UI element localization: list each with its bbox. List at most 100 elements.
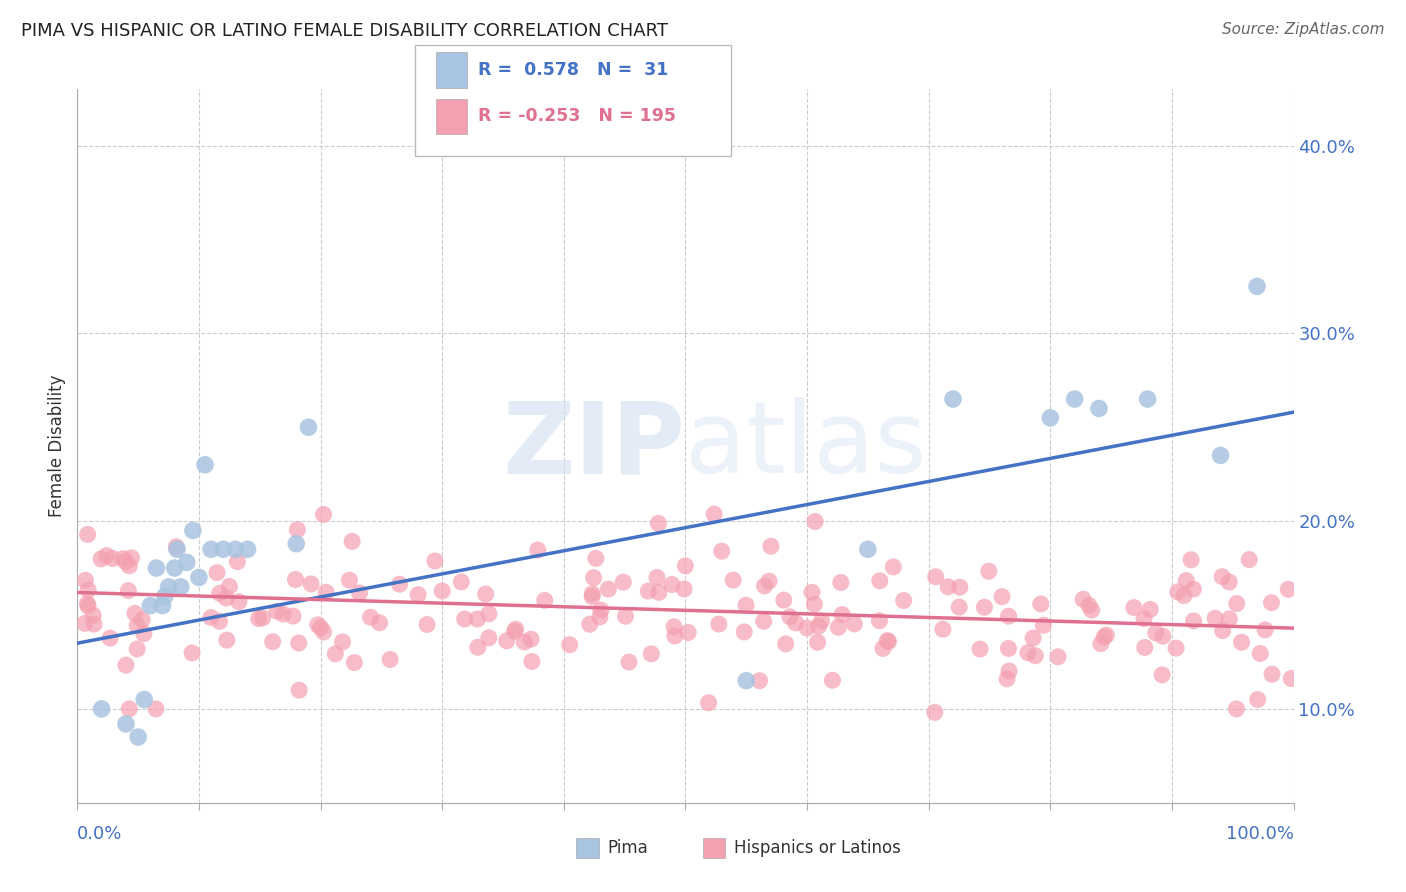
Text: atlas: atlas [686,398,927,494]
Point [1032,618,1054,632]
Point [949,580,972,594]
Point [287,636,309,650]
Point [598,582,620,596]
Point [75,574,97,588]
Point [1024,648,1046,663]
Point [1204,611,1226,625]
Point [998,664,1021,678]
Point [406,588,429,602]
Point [83,617,105,632]
Point [205,566,228,580]
Point [785,615,807,630]
Point [831,607,853,622]
Point [1133,612,1156,626]
Point [1225,702,1247,716]
Point [673,582,696,596]
Point [877,634,900,648]
Point [145,702,167,716]
Point [478,607,501,621]
Point [117,583,139,598]
Point [194,458,217,472]
Point [803,597,825,611]
Point [285,523,308,537]
Point [218,579,240,593]
Point [505,622,527,636]
Point [96,549,118,563]
Point [416,617,439,632]
Point [1122,600,1144,615]
Point [869,614,891,628]
Point [1211,569,1233,583]
Point [127,618,149,632]
Point [721,573,744,587]
Point [876,633,898,648]
Point [1175,574,1198,588]
Point [236,542,259,557]
Point [733,624,755,639]
Point [145,561,167,575]
Point [827,620,849,634]
Point [1173,589,1195,603]
Point [582,571,605,585]
Point [115,717,138,731]
Point [1167,585,1189,599]
Point [1077,599,1099,613]
Point [152,599,174,613]
Point [796,621,818,635]
Point [423,554,446,568]
Point [181,646,204,660]
Point [1279,672,1302,686]
Point [467,640,489,655]
Point [969,642,991,657]
Point [617,655,640,669]
Point [114,555,136,569]
Point [772,593,794,607]
Point [612,575,634,590]
Point [131,613,153,627]
Point [432,583,454,598]
Point [1247,692,1270,706]
Point [697,696,720,710]
Point [1090,637,1112,651]
Point [759,539,782,553]
Point [872,641,894,656]
Point [271,607,294,621]
Point [90,702,112,716]
Y-axis label: Female Disability: Female Disability [48,375,66,517]
Point [1209,449,1232,463]
Point [589,610,612,624]
Text: 100.0%: 100.0% [1226,825,1294,843]
Point [1139,602,1161,616]
Point [90,552,112,566]
Point [581,587,603,601]
Point [252,611,274,625]
Point [181,524,204,538]
Point [581,590,603,604]
Point [844,616,866,631]
Point [779,609,801,624]
Point [882,560,904,574]
Point [170,580,193,594]
Point [924,706,946,720]
Point [801,585,824,599]
Point [748,673,770,688]
Point [1144,625,1167,640]
Point [166,542,188,557]
Point [893,593,915,607]
Point [1218,575,1240,590]
Point [208,586,231,600]
Text: R = -0.253   N = 195: R = -0.253 N = 195 [478,107,676,126]
Point [1017,646,1039,660]
Point [942,392,965,406]
Point [228,595,250,609]
Point [212,542,235,557]
Point [936,580,959,594]
Point [533,593,555,607]
Point [1133,640,1156,655]
Point [932,622,955,636]
Point [1022,631,1045,645]
Point [676,625,699,640]
Point [1249,647,1271,661]
Point [340,534,363,549]
Point [991,590,1014,604]
